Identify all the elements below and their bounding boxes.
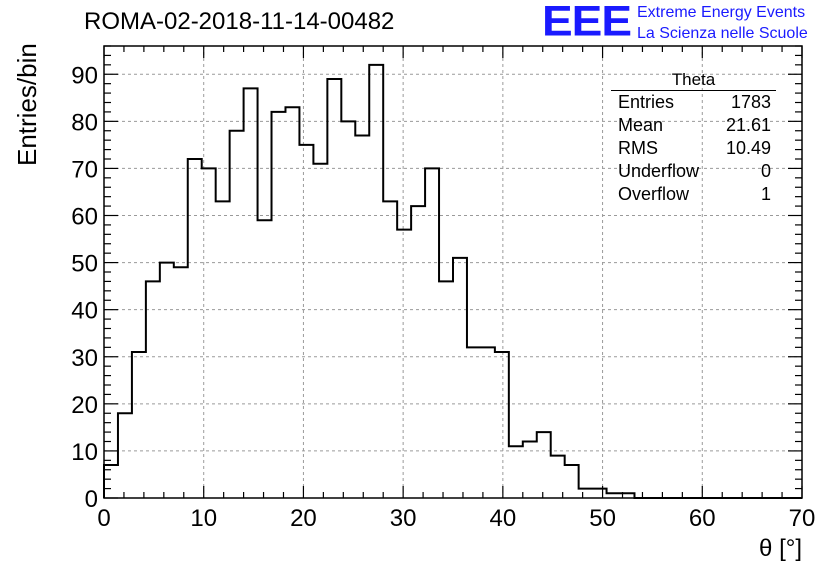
stats-value: 1783 — [730, 92, 771, 112]
histogram-bin — [258, 220, 272, 498]
histogram-bin — [453, 258, 467, 498]
x-tick-label: 40 — [490, 505, 517, 532]
stats-value: 0 — [760, 161, 771, 181]
x-axis-label: θ [°] — [759, 535, 802, 562]
y-tick-label: 40 — [71, 298, 98, 325]
y-tick-label: 10 — [71, 439, 98, 466]
histogram-bin — [285, 107, 299, 498]
stats-label: RMS — [618, 138, 658, 158]
histogram-bin — [537, 432, 551, 498]
histogram-bin — [551, 456, 565, 498]
histogram-bin — [495, 352, 509, 498]
histogram-bin — [272, 112, 286, 498]
histogram-bin — [383, 201, 397, 498]
histogram-bin — [579, 489, 593, 498]
histogram-bin — [327, 79, 341, 498]
histogram-bin — [299, 145, 313, 498]
histogram-bin — [216, 201, 230, 498]
axes — [103, 45, 803, 499]
stats-label: Mean — [618, 115, 664, 135]
stats-row-overflow: Overflow 1 — [611, 183, 776, 206]
x-tick-label: 70 — [789, 505, 816, 532]
histogram-bin — [355, 135, 369, 498]
y-tick-label: 80 — [71, 109, 98, 136]
x-tick-label: 20 — [290, 505, 317, 532]
histogram-bin — [188, 159, 202, 498]
histogram-bin — [341, 121, 355, 498]
histogram-bin — [509, 446, 523, 498]
stats-title: Theta — [611, 70, 776, 91]
histogram-bin — [118, 413, 132, 498]
histogram-series — [103, 63, 802, 499]
y-tick-label: 70 — [71, 156, 98, 183]
histogram-bin — [146, 281, 160, 498]
histogram-bin — [411, 206, 425, 498]
x-tick-label: 0 — [97, 505, 110, 532]
x-tick-label: 60 — [689, 505, 716, 532]
histogram-bin — [467, 347, 481, 498]
y-tick-label: 60 — [71, 204, 98, 231]
stats-row-mean: Mean 21.61 — [611, 114, 776, 137]
stats-label: Underflow — [618, 161, 700, 181]
histogram-line — [103, 63, 802, 499]
chart-title: ROMA-02-2018-11-14-00482 — [84, 8, 395, 35]
histogram-bin — [160, 263, 174, 498]
histogram-bin — [174, 267, 188, 498]
histogram-bin — [230, 131, 244, 498]
y-tick-label: 50 — [71, 251, 98, 278]
x-tick-label: 10 — [190, 505, 217, 532]
stats-row-entries: Entries 1783 — [611, 91, 776, 114]
y-axis-label: Entries/bin — [12, 43, 42, 166]
logo-line-1: Extreme Energy Events — [637, 4, 806, 21]
histogram-bin — [425, 168, 439, 498]
eee-logo: EEE — [542, 0, 632, 45]
histogram-bin — [439, 281, 453, 498]
histogram-bin — [369, 65, 383, 498]
histogram-bin — [397, 230, 411, 498]
stats-value: 10.49 — [725, 138, 771, 158]
histogram-bin — [132, 352, 146, 498]
x-tick-label: 30 — [390, 505, 417, 532]
histogram-bin — [481, 347, 495, 498]
histogram-bin — [313, 164, 327, 498]
histogram-bin — [593, 489, 607, 498]
logo-line-2: La Scienza nelle Scuole — [637, 25, 808, 42]
histogram-bin — [244, 88, 258, 498]
stats-label: Entries — [618, 92, 675, 112]
histogram-bin — [523, 442, 537, 499]
y-tick-label: 90 — [71, 62, 98, 89]
x-tick-label: 50 — [589, 505, 616, 532]
y-tick-label: 30 — [71, 345, 98, 372]
stats-row-rms: RMS 10.49 — [611, 137, 776, 160]
stats-box: Theta Entries 1783 Mean 21.61 RMS 10.49 Und… — [611, 70, 776, 206]
stats-value: 21.61 — [725, 115, 771, 135]
stats-row-underflow: Underflow 0 — [611, 160, 776, 183]
y-tick-label: 20 — [71, 392, 98, 419]
stats-value: 1 — [760, 184, 771, 204]
y-tick-label: 0 — [85, 486, 98, 513]
histogram-bin — [565, 465, 579, 498]
stats-label: Overflow — [618, 184, 690, 204]
